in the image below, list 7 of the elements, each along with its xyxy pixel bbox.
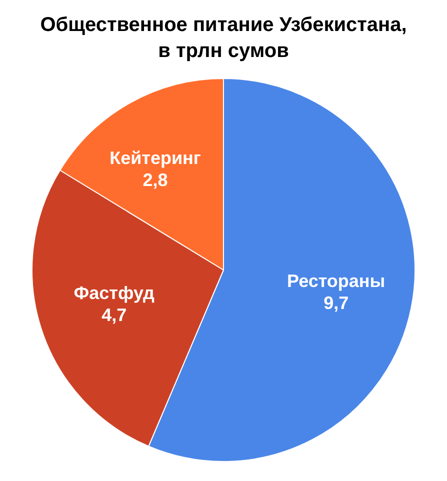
chart-title: Общественное питание Узбекистана, в трлн сумов (39, 13, 408, 64)
slice-label: Фастфуд (74, 283, 156, 304)
data-label: 4,7 (102, 305, 127, 326)
data-label: 2,8 (142, 170, 168, 190)
slice-label: Рестораны (287, 270, 386, 291)
slice-label: Кейтеринг (110, 148, 202, 168)
data-label: 9,7 (324, 292, 349, 313)
